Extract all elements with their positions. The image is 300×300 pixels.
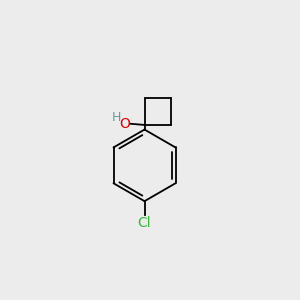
Text: H: H bbox=[112, 111, 122, 124]
Text: Cl: Cl bbox=[138, 216, 151, 230]
Text: O: O bbox=[119, 117, 130, 131]
